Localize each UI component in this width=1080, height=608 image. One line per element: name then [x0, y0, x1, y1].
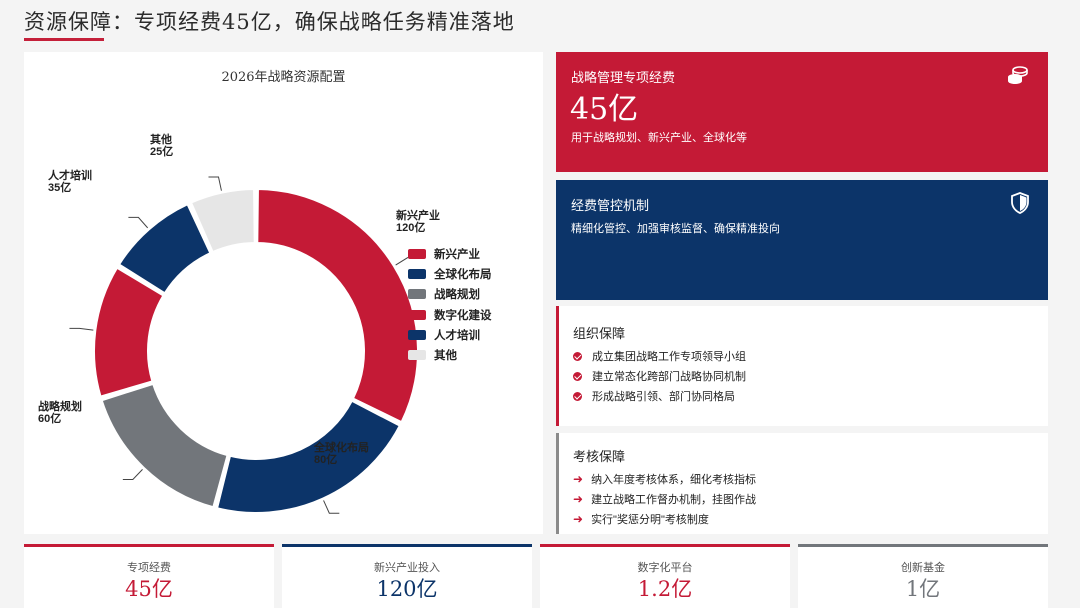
org-guarantee-card: 组织保障 成立集团战略工作专项领导小组 建立常态化跨部门战略协同机制 形成战略引…: [556, 306, 1048, 426]
donut-slice-5: [117, 202, 212, 295]
control-card-desc: 精细化管控、加强审核监督、确保精准投向: [571, 223, 780, 235]
stat-label: 创新基金: [901, 562, 945, 574]
list-item: ➜ 实行"奖惩分明"考核制度: [573, 512, 709, 526]
callout-category: 其他: [150, 134, 172, 146]
legend-swatch: [408, 309, 426, 320]
stat-value: 45亿: [125, 577, 173, 601]
callout-category: 全球化布局: [314, 442, 369, 454]
check-circle-icon: [573, 371, 582, 381]
stat-label: 专项经费: [127, 562, 171, 574]
legend-label: 人才培训: [434, 329, 480, 342]
legend-swatch: [408, 350, 426, 361]
stat-innovation-fund: 创新基金 1亿: [798, 544, 1048, 608]
stat-digital-platform: 数字化平台 1.2亿: [540, 544, 790, 608]
callout-category: 新兴产业: [396, 210, 440, 222]
assess-guarantee-title: 考核保障: [573, 449, 626, 464]
arrow-right-icon: ➜: [573, 472, 584, 486]
legend-swatch: [408, 329, 426, 340]
legend-item: 数字化建设: [408, 305, 492, 325]
callout-category: 战略规划: [38, 401, 82, 413]
donut-chart: [69, 176, 419, 514]
list-item: 形成战略引领、部门协同格局: [573, 386, 746, 406]
legend-swatch: [408, 289, 426, 300]
title-underline: [24, 38, 104, 41]
check-circle-icon: [573, 391, 582, 401]
callout-label-5: 人才培训 35亿: [48, 170, 92, 194]
stat-value: 1亿: [905, 577, 941, 601]
check-circle-icon: [573, 351, 582, 361]
callout-value: 35亿: [48, 182, 72, 194]
callout-category: 人才培训: [48, 170, 92, 182]
stat-label: 新兴产业投入: [374, 562, 440, 574]
list-item: 成立集团战略工作专项领导小组: [573, 346, 746, 366]
donut-slice-6: [189, 187, 256, 254]
donut-slice-2: [215, 399, 402, 514]
stat-special-fund: 专项经费 45亿: [24, 544, 274, 608]
callout-line-2: [323, 500, 340, 514]
stat-value: 1.2亿: [637, 577, 693, 601]
callout-line-4: [69, 327, 94, 331]
legend-swatch: [408, 249, 426, 260]
callout-label-6: 其他 25亿: [150, 134, 173, 158]
stat-label: 数字化平台: [637, 562, 693, 574]
legend-item: 新兴产业: [408, 244, 492, 264]
callout-value: 120亿: [396, 222, 426, 234]
page-title: 资源保障：专项经费45亿，确保战略任务精准落地: [24, 10, 515, 34]
legend-item: 人才培训: [408, 325, 492, 345]
assess-guarantee-card: 考核保障 ➜ 纳入年度考核体系，细化考核指标 ➜ 建立战略工作督办机制，挂图作战 ➜…: [556, 433, 1048, 534]
donut-slice-4: [93, 266, 165, 398]
assess-guarantee-list: ➜ 纳入年度考核体系，细化考核指标 ➜ 建立战略工作督办机制，挂图作战 ➜ 实行"奖惩…: [573, 469, 756, 529]
shield-icon: [1010, 192, 1030, 219]
chart-legend: 新兴产业全球化布局战略规划数字化建设人才培训其他: [408, 244, 492, 365]
callout-line-6: [208, 176, 222, 191]
arrow-right-icon: ➜: [573, 492, 584, 506]
callout-line-5: [128, 216, 149, 229]
legend-label: 新兴产业: [434, 249, 480, 262]
budget-card-label: 战略管理专项经费: [571, 70, 676, 85]
org-guarantee-title: 组织保障: [573, 326, 626, 341]
legend-swatch: [408, 269, 426, 280]
list-item: ➜ 建立战略工作督办机制，挂图作战: [573, 492, 757, 506]
stat-value: 120亿: [376, 577, 438, 601]
org-guarantee-list: 成立集团战略工作专项领导小组 建立常态化跨部门战略协同机制 形成战略引领、部门协…: [573, 346, 746, 406]
callout-value: 80亿: [314, 454, 338, 466]
control-card: 经费管控机制 精细化管控、加强审核监督、确保精准投向: [556, 180, 1048, 300]
chart-title: 2026年战略资源配置: [221, 70, 346, 85]
callout-label-1: 新兴产业 120亿: [396, 210, 440, 234]
arrow-right-icon: ➜: [573, 512, 584, 526]
callout-line-3: [122, 469, 143, 481]
budget-card: 战略管理专项经费 45亿 用于战略规划、新兴产业、全球化等: [556, 52, 1048, 172]
list-item: 建立常态化跨部门战略协同机制: [573, 366, 746, 386]
list-item: ➜ 纳入年度考核体系，细化考核指标: [573, 472, 757, 486]
chart-panel: 2026年战略资源配置 新兴产业 全球化布局 战略规划 数字化建设 人才培训 其他 新兴产…: [24, 52, 543, 534]
legend-label: 战略规划: [434, 289, 480, 302]
legend-item: 全球化布局: [408, 264, 492, 284]
legend-label: 数字化建设: [434, 309, 492, 322]
legend-label: 其他: [434, 350, 457, 363]
legend-item: 其他: [408, 345, 492, 365]
legend-item: 战略规划: [408, 284, 492, 304]
callout-label-2: 全球化布局 80亿: [314, 442, 369, 466]
callout-label-3: 战略规划 60亿: [38, 401, 82, 425]
budget-card-desc: 用于战略规划、新兴产业、全球化等: [571, 132, 747, 144]
budget-card-value: 45亿: [570, 92, 639, 127]
callout-value: 25亿: [150, 146, 174, 158]
callout-value: 60亿: [38, 413, 62, 425]
donut-slice-1: [256, 187, 419, 424]
legend-label: 全球化布局: [434, 269, 492, 282]
donut-slice-3: [100, 382, 229, 509]
coins-icon: [1006, 64, 1030, 91]
control-card-label: 经费管控机制: [571, 198, 650, 213]
stat-emerging-industry: 新兴产业投入 120亿: [282, 544, 532, 608]
